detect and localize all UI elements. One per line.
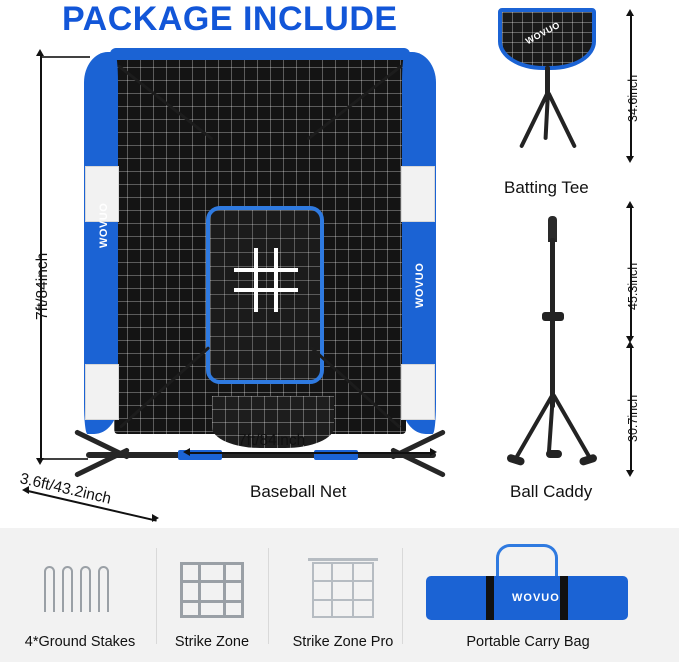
brand-text-right: WOVUO — [414, 262, 426, 308]
net-pocket — [206, 206, 324, 384]
strike-zone-target — [234, 248, 298, 312]
net-side-white-right-lower — [401, 364, 435, 420]
accessory-divider-1 — [156, 548, 157, 644]
dim-line-batting-tee-height — [630, 16, 632, 156]
tee-leg-left — [546, 91, 577, 149]
carry-bag-brand: WOVUO — [512, 592, 560, 604]
dim-arrow-caddy-upper-bottom — [626, 336, 634, 343]
accessory-divider-2 — [268, 548, 269, 644]
dim-arrow-net-width-right — [430, 448, 437, 456]
accessory-divider-3 — [402, 548, 403, 644]
dim-leader-net-top — [40, 56, 90, 58]
net-side-white-left — [85, 166, 119, 222]
net-side-white-right — [401, 166, 435, 222]
brand-text-left: WOVUO — [98, 202, 110, 248]
accessory-label-strike-zone: Strike Zone — [174, 634, 250, 650]
batting-tee-net — [498, 8, 596, 70]
product-label-batting-tee: Batting Tee — [504, 178, 589, 197]
net-ball-pocket — [212, 396, 334, 448]
dim-arrow-caddy-lower-top — [626, 341, 634, 348]
dim-line-caddy-upper — [630, 208, 632, 336]
dim-arrow-net-height-top — [36, 49, 44, 56]
caddy-lower-post — [550, 320, 555, 408]
dim-label-net-width: 7ft/84inch — [238, 432, 306, 449]
caddy-foot-right — [578, 453, 599, 467]
net-frame: WOVUO WOVUO — [84, 48, 436, 448]
dim-label-caddy-upper: 45.3inch — [626, 262, 640, 310]
caddy-ball-cup — [548, 216, 557, 242]
dim-arrow-net-width-left — [183, 448, 190, 456]
dim-leader-net-bottom — [40, 458, 88, 460]
page-title: PACKAGE INCLUDE — [62, 0, 398, 38]
product-label-ball-caddy: Ball Caddy — [510, 482, 593, 501]
dim-arrow-tee-bottom — [626, 156, 634, 163]
ball-caddy-illustration — [480, 198, 620, 486]
net-base-frame — [68, 429, 448, 478]
baseball-net-illustration: WOVUO WOVUO — [60, 40, 460, 480]
caddy-foot-center — [546, 450, 562, 458]
dim-arrow-net-depth-left — [22, 486, 29, 494]
batting-tee-illustration: WOVUO — [480, 6, 620, 174]
net-side-white-left-lower — [85, 364, 119, 420]
product-label-baseball-net: Baseball Net — [250, 482, 347, 501]
accessory-label-strike-zone-pro: Strike Zone Pro — [292, 634, 394, 650]
caddy-foot-left — [505, 453, 526, 467]
dim-arrow-caddy-lower-bottom — [626, 470, 634, 477]
dim-line-net-width — [190, 452, 430, 454]
accessory-label-ground-stakes: 4*Ground Stakes — [24, 634, 136, 650]
accessory-label-carry-bag: Portable Carry Bag — [466, 634, 590, 650]
dim-arrow-caddy-upper-top — [626, 201, 634, 208]
caddy-upper-post — [550, 238, 555, 330]
dim-arrow-net-depth-right — [152, 514, 159, 522]
tee-post — [545, 66, 550, 98]
dim-label-caddy-lower: 30.7inch — [626, 394, 640, 442]
dim-arrow-tee-top — [626, 9, 634, 16]
dim-line-caddy-lower — [630, 348, 632, 470]
dim-line-net-height — [40, 56, 42, 458]
dim-label-net-height: 7ft/84inch — [34, 252, 51, 320]
net-top-bar — [110, 48, 410, 60]
caddy-collar — [542, 312, 564, 321]
dim-label-batting-tee-height: 34.6inch — [626, 74, 640, 122]
dim-arrow-net-height-bottom — [36, 458, 44, 465]
